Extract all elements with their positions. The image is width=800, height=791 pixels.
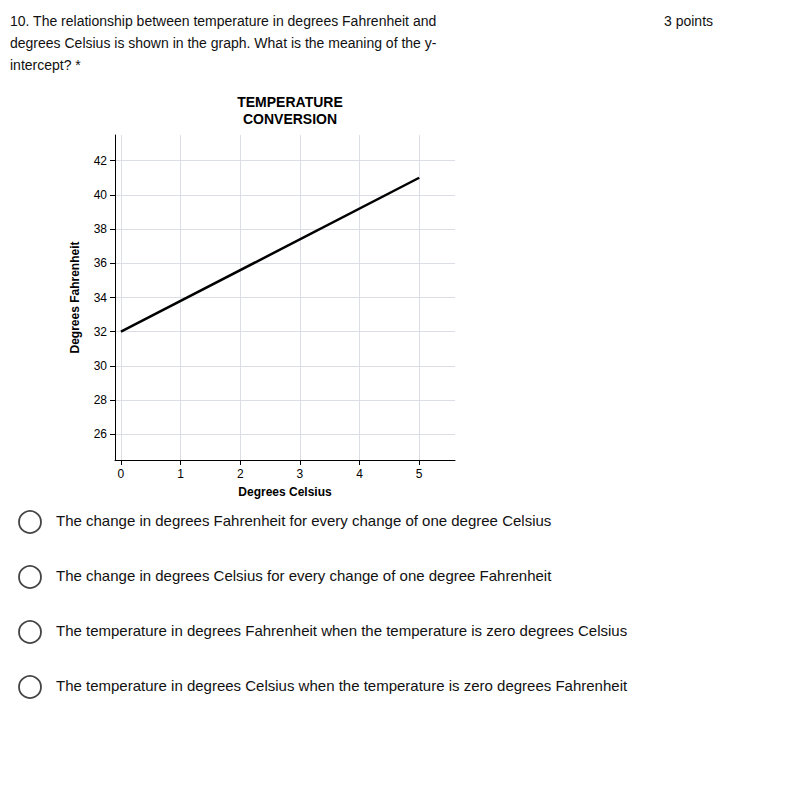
svg-text:1: 1 xyxy=(177,467,184,481)
svg-text:42: 42 xyxy=(94,154,108,168)
svg-text:degrees Celsius is shown in th: degrees Celsius is shown in the graph. W… xyxy=(10,35,437,51)
svg-text:32: 32 xyxy=(94,325,108,339)
svg-text:intercept? *: intercept? * xyxy=(10,57,81,73)
svg-text:Degrees Fahrenheit: Degrees Fahrenheit xyxy=(68,241,82,353)
svg-text:TEMPERATURE: TEMPERATURE xyxy=(237,94,343,110)
svg-text:2: 2 xyxy=(237,467,244,481)
svg-text:The change in degrees Celsius: The change in degrees Celsius for every … xyxy=(56,567,552,584)
svg-text:26: 26 xyxy=(94,427,108,441)
svg-text:0: 0 xyxy=(118,467,125,481)
svg-text:28: 28 xyxy=(94,393,108,407)
svg-text:36: 36 xyxy=(94,256,108,270)
svg-text:10. The relationship between t: 10. The relationship between temperature… xyxy=(10,13,436,29)
svg-text:3: 3 xyxy=(297,467,304,481)
svg-text:30: 30 xyxy=(94,359,108,373)
svg-text:Degrees Celsius: Degrees Celsius xyxy=(238,485,332,499)
svg-text:34: 34 xyxy=(94,291,108,305)
svg-text:5: 5 xyxy=(416,467,423,481)
svg-text:40: 40 xyxy=(94,188,108,202)
svg-text:38: 38 xyxy=(94,222,108,236)
svg-text:The temperature in degrees Fah: The temperature in degrees Fahrenheit wh… xyxy=(56,622,627,639)
svg-text:3 points: 3 points xyxy=(664,13,713,29)
svg-text:4: 4 xyxy=(356,467,363,481)
svg-text:The change in degrees Fahrenhe: The change in degrees Fahrenheit for eve… xyxy=(56,512,551,529)
svg-text:The temperature in degrees Cel: The temperature in degrees Celsius when … xyxy=(56,677,628,694)
svg-text:CONVERSION: CONVERSION xyxy=(243,111,337,127)
